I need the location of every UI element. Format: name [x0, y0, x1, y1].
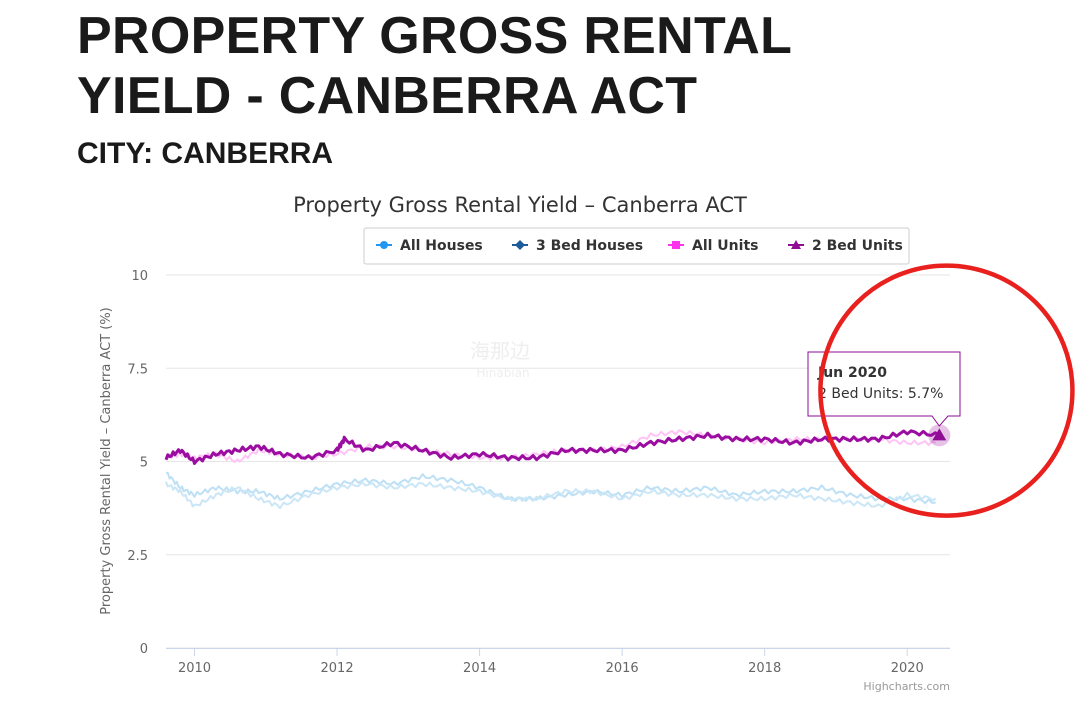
highlight-circle [818, 263, 1075, 518]
legend-marker-3-bed-houses [515, 240, 525, 250]
x-tick-label-4: 2018 [748, 661, 781, 676]
page-heading-line1: PROPERTY GROSS RENTAL [77, 7, 793, 65]
watermark-cn: 海那边 [470, 339, 530, 363]
y-tick-label-0: 0 [140, 642, 148, 657]
x-tick-label-2: 2014 [463, 661, 496, 676]
legend-marker-2-bed-units [791, 240, 801, 249]
series-line-all-units [165, 429, 937, 463]
y-tick-label-1: 2.5 [127, 549, 148, 564]
legend-marker-all-units [672, 241, 680, 249]
legend-label-2-bed-units: 2 Bed Units [812, 238, 903, 254]
chart-legend: All Houses 3 Bed Houses All Units 2 Bed Uni… [363, 227, 910, 265]
legend-label-3-bed-houses: 3 Bed Houses [536, 238, 643, 254]
series-line-3-bed-houses [165, 481, 937, 510]
tooltip-box [807, 351, 961, 427]
series-line-2-bed-units [164, 429, 941, 465]
tooltip-title: Jun 2020 [817, 365, 887, 381]
y-tick-label-4: 10 [131, 269, 148, 284]
chart-title: Property Gross Rental Yield – Canberra A… [293, 193, 747, 217]
highcharts-credits[interactable]: Highcharts.com [863, 680, 950, 693]
legend-item-all-units[interactable]: All Units [668, 238, 758, 254]
hover-point-marker [932, 428, 947, 441]
city-subheading: CITY: CANBERRA [77, 137, 334, 170]
x-tick-label-1: 2012 [321, 661, 354, 676]
tooltip-value: 2 Bed Units: 5.7% [818, 386, 943, 402]
chart-tooltip: Jun 2020 2 Bed Units: 5.7% [807, 351, 961, 427]
x-tick-label-0: 2010 [178, 661, 211, 676]
legend-item-all-houses[interactable]: All Houses [376, 238, 483, 254]
legend-label-all-units: All Units [692, 238, 758, 254]
legend-marker-all-houses [380, 241, 388, 249]
y-tick-label-3: 7.5 [127, 362, 148, 377]
y-axis-label: Property Gross Rental Yield – Canberra A… [99, 307, 114, 615]
y-tick-label-2: 5 [140, 456, 148, 471]
legend-label-all-houses: All Houses [400, 238, 483, 254]
legend-box [363, 227, 910, 265]
legend-item-3-bed-houses[interactable]: 3 Bed Houses [512, 238, 643, 254]
legend-item-2-bed-units[interactable]: 2 Bed Units [788, 238, 903, 254]
x-tick-label-3: 2016 [606, 661, 639, 676]
series-line-all-houses [165, 471, 936, 505]
page-heading-line2: YIELD - CANBERRA ACT [77, 67, 698, 125]
watermark-en: Hinabian [476, 366, 529, 380]
page-heading: PROPERTY GROSS RENTAL YIELD - CANBERRA A… [77, 6, 792, 126]
x-tick-label-5: 2020 [891, 661, 924, 676]
